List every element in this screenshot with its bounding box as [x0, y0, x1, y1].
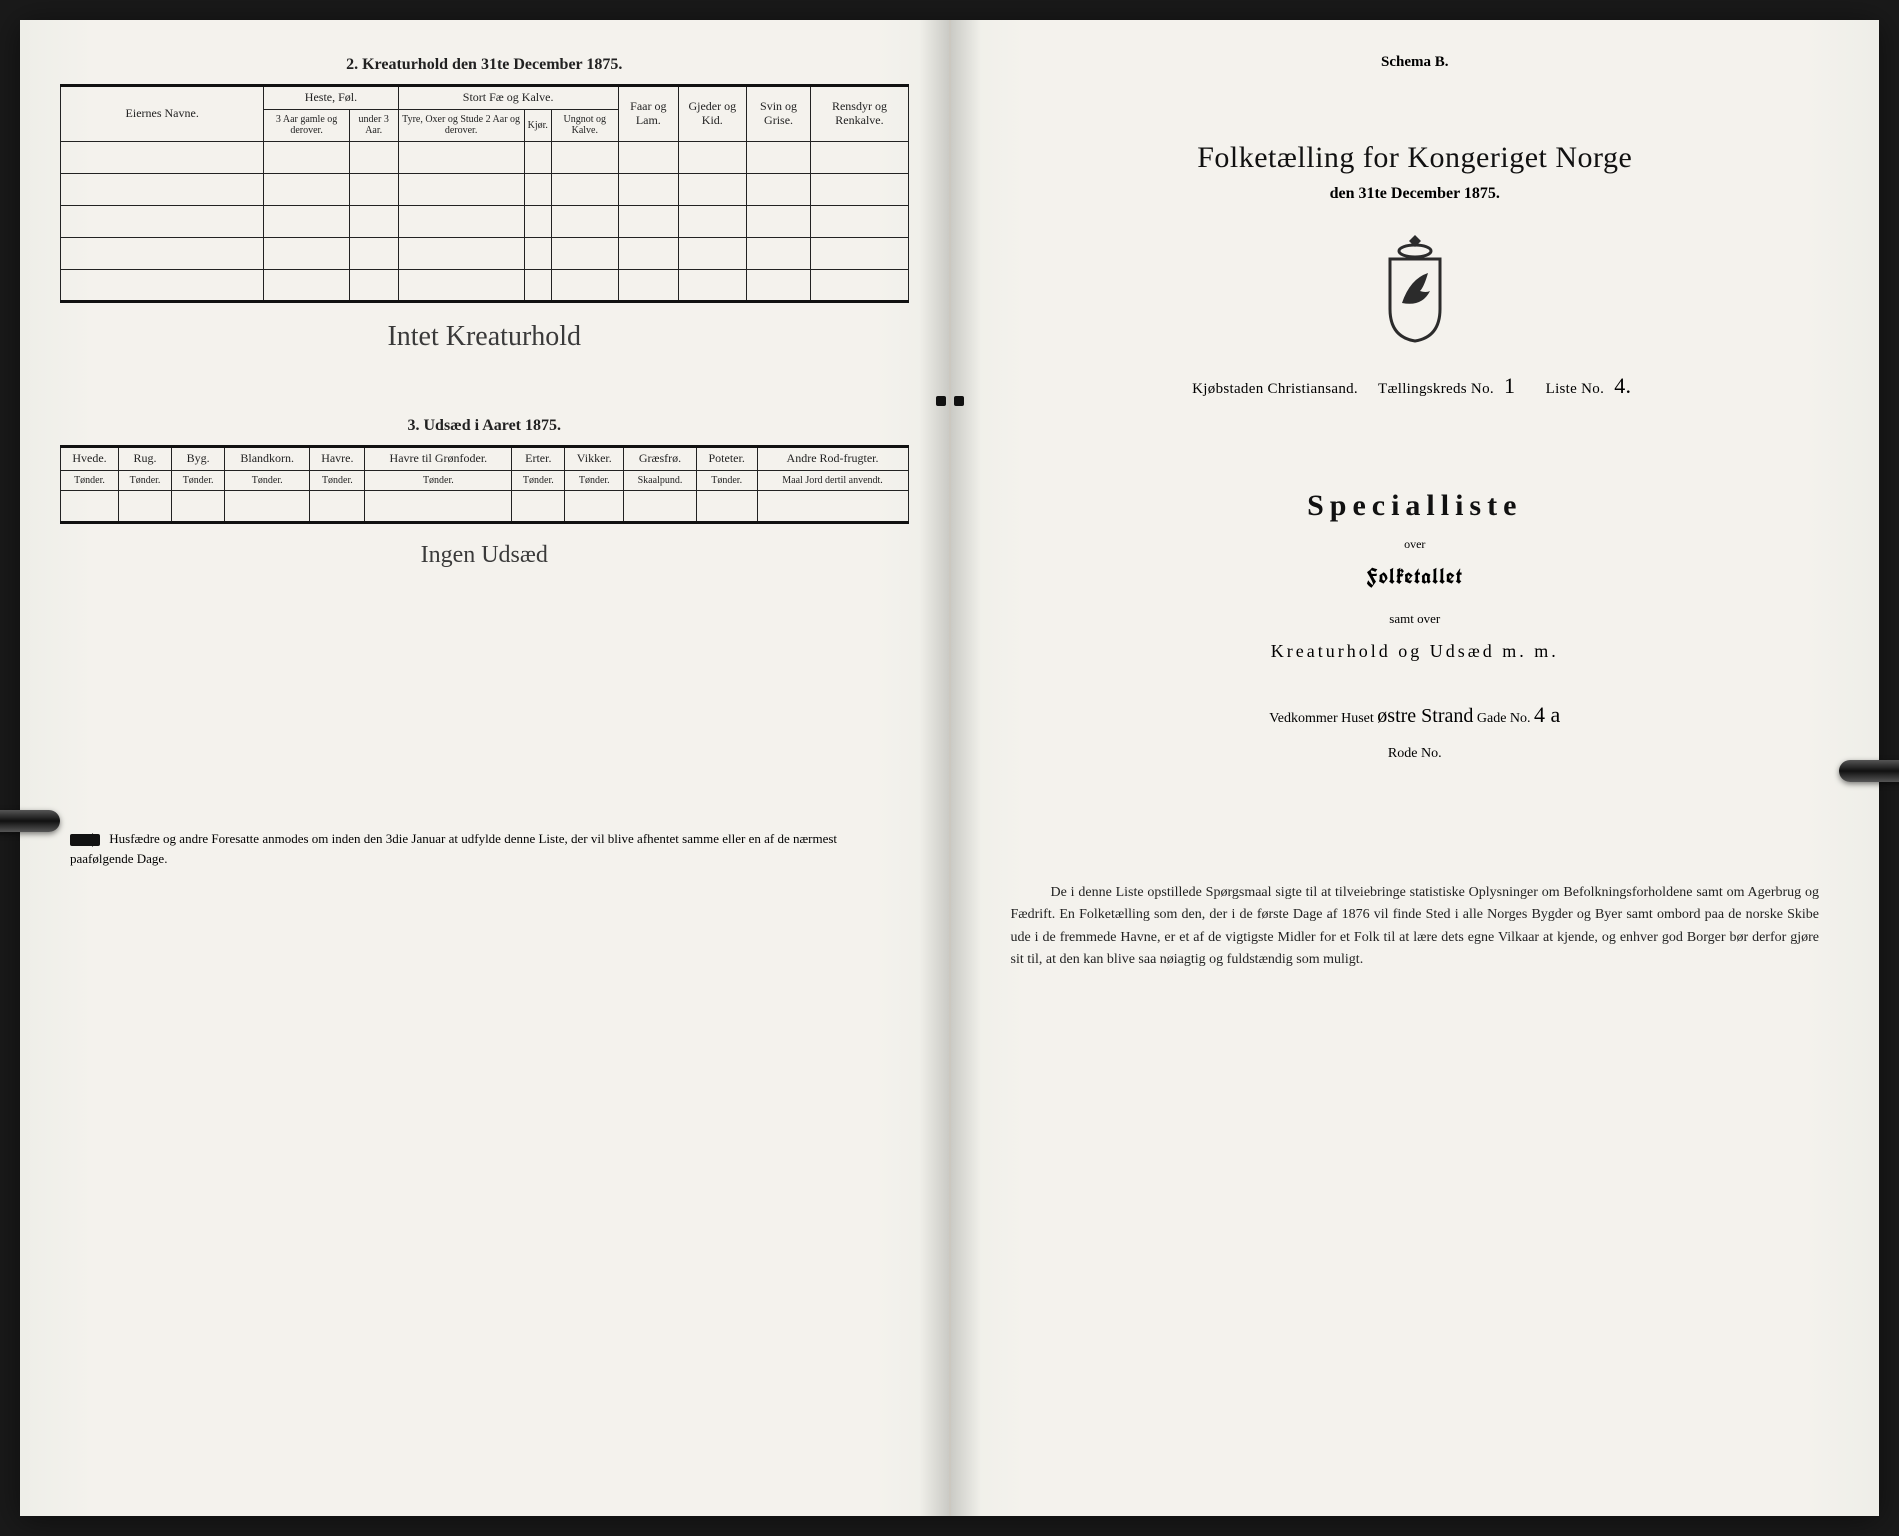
kreds-label: Tællingskreds No.: [1378, 381, 1494, 397]
kreatur-line: Kreaturhold og Udsæd m. m.: [991, 641, 1840, 662]
col-poteter: Poteter.: [696, 446, 757, 470]
gade-value: 4 a: [1534, 702, 1560, 727]
unit-tonder: Tønder.: [310, 470, 365, 491]
unit-tonder: Tønder.: [365, 470, 512, 491]
col-stort-group: Stort Fæ og Kalve.: [398, 86, 618, 110]
col-havretil: Havre til Grønfoder.: [365, 446, 512, 470]
rode-line: Rode No.: [991, 746, 1840, 762]
col-erter: Erter.: [512, 446, 565, 470]
section2-title: 2. Kreaturhold den 31te December 1875.: [60, 56, 909, 74]
unit-tonder: Tønder.: [172, 470, 225, 491]
subtitle-date: den 31te December 1875.: [991, 185, 1840, 203]
binder-clip-icon: [1839, 760, 1899, 782]
col-vikker: Vikker.: [565, 446, 624, 470]
col-andre: Andre Rod-frugter.: [757, 446, 908, 470]
body-text: De i denne Liste opstillede Spørgsmaal s…: [1011, 882, 1820, 972]
col-bland: Blandkorn.: [225, 446, 310, 470]
col-rug: Rug.: [118, 446, 171, 470]
handwriting-kreaturhold: Intet Kreaturhold: [60, 321, 909, 353]
unit-tonder: Tønder.: [61, 470, 119, 491]
coat-of-arms-icon: [1370, 233, 1460, 343]
col-graes: Græsfrø.: [624, 446, 697, 470]
col-byg: Byg.: [172, 446, 225, 470]
col-stort-a: Tyre, Oxer og Stude 2 Aar og derover.: [398, 109, 524, 141]
table-row: [61, 205, 909, 237]
pointing-hand-icon: [70, 831, 100, 849]
section3-title: 3. Udsæd i Aaret 1875.: [60, 417, 909, 435]
unit-tonder: Tønder.: [512, 470, 565, 491]
table-row: [61, 269, 909, 301]
table-row: [61, 141, 909, 173]
col-heste-group: Heste, Føl.: [264, 86, 398, 110]
footnote-text: Husfædre og andre Foresatte anmodes om i…: [70, 831, 837, 866]
handwriting-udsaed: Ingen Udsæd: [60, 542, 909, 569]
col-stort-b: Kjør.: [524, 109, 551, 141]
col-hvede: Hvede.: [61, 446, 119, 470]
table-kreaturhold: Eiernes Navne. Heste, Føl. Stort Fæ og K…: [60, 84, 909, 303]
liste-label: Liste No.: [1546, 381, 1605, 397]
liste-value: 4.: [1608, 373, 1637, 398]
unit-tonder: Tønder.: [565, 470, 624, 491]
table-row: [61, 491, 909, 523]
binding-mark-icon: [936, 390, 964, 418]
col-havre: Havre.: [310, 446, 365, 470]
main-title: Folketælling for Kongeriget Norge: [991, 141, 1840, 175]
col-heste-a: 3 Aar gamle og derover.: [264, 109, 349, 141]
meta-line: Kjøbstaden Christiansand. Tællingskreds …: [991, 373, 1840, 399]
special-title: Specialliste: [991, 489, 1840, 523]
col-eierne: Eiernes Navne.: [61, 86, 264, 142]
vedkommer-label: Vedkommer Huset: [1269, 711, 1374, 726]
kreds-value: 1: [1498, 373, 1521, 398]
col-svin: Svin og Grise.: [746, 86, 811, 142]
col-gjeder: Gjeder og Kid.: [678, 86, 746, 142]
samt-label: samt over: [991, 611, 1840, 627]
schema-label: Schema B.: [991, 54, 1840, 71]
col-stort-c: Ungnot og Kalve.: [551, 109, 618, 141]
table-udsaed: Hvede. Rug. Byg. Blandkorn. Havre. Havre…: [60, 445, 909, 524]
unit-skaal: Skaalpund.: [624, 470, 697, 491]
table-row: [61, 237, 909, 269]
folketallet-label: Folketallet: [991, 562, 1840, 591]
vedkommer-value: østre Strand: [1377, 705, 1473, 727]
right-page: Schema B. Folketælling for Kongeriget No…: [950, 20, 1880, 1516]
vedkommer-line: Vedkommer Huset østre Strand Gade No. 4 …: [991, 702, 1840, 728]
book-spread: 2. Kreaturhold den 31te December 1875. E…: [20, 20, 1879, 1516]
col-rens: Rensdyr og Renkalve.: [811, 86, 908, 142]
unit-tonder: Tønder.: [118, 470, 171, 491]
unit-maal: Maal Jord dertil anvendt.: [757, 470, 908, 491]
unit-tonder: Tønder.: [696, 470, 757, 491]
city-label: Kjøbstaden Christiansand.: [1192, 381, 1358, 397]
footnote-left: Husfædre og andre Foresatte anmodes om i…: [60, 829, 909, 869]
col-heste-b: under 3 Aar.: [349, 109, 398, 141]
binder-clip-icon: [0, 810, 60, 832]
body-paragraph: De i denne Liste opstillede Spørgsmaal s…: [991, 882, 1840, 972]
left-page: 2. Kreaturhold den 31te December 1875. E…: [20, 20, 950, 1516]
unit-tonder: Tønder.: [225, 470, 310, 491]
col-faar: Faar og Lam.: [618, 86, 678, 142]
gade-label: Gade No.: [1477, 711, 1531, 726]
table-row: [61, 173, 909, 205]
over-label: over: [991, 537, 1840, 552]
